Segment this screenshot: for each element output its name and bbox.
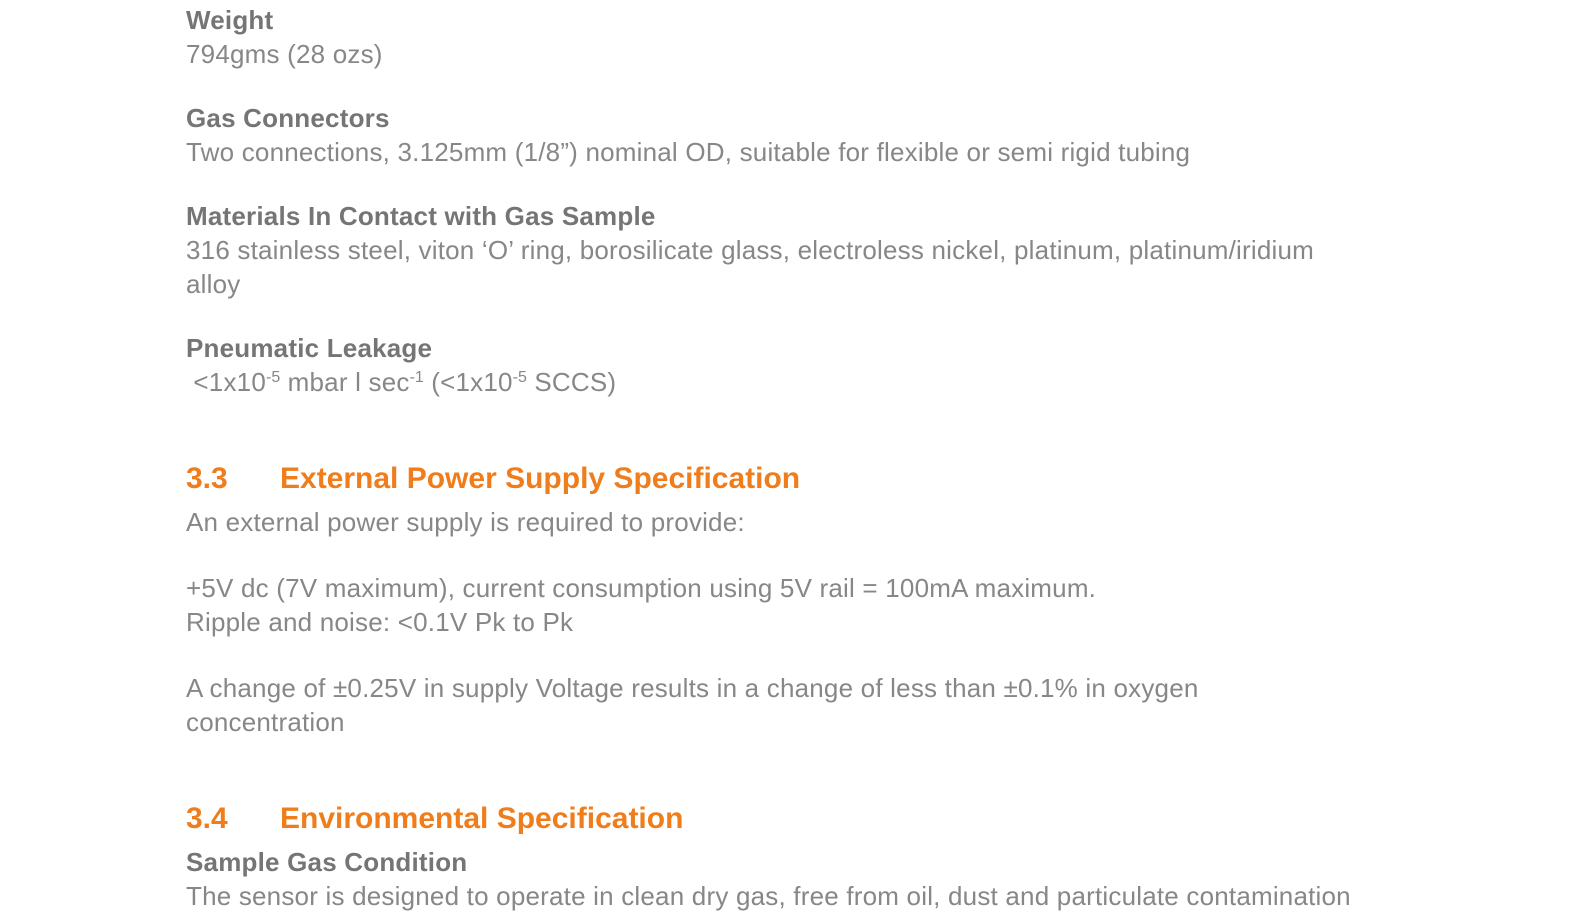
spec-label: Pneumatic Leakage — [186, 333, 433, 363]
document-page: Weight 794gms (28 ozs) Gas Connectors Two c… — [186, 0, 1546, 913]
spec-item: Pneumatic Leakage <1x10-5 mbar l sec-1 (… — [186, 331, 1546, 399]
spec-item: Sample Gas Condition The sensor is design… — [186, 845, 1546, 913]
spec-item: Materials In Contact with Gas Sample 316 … — [186, 199, 1546, 301]
text-line: Two connections, 3.125mm (1/8”) nominal … — [186, 137, 1191, 167]
section-title: Environmental Specification — [280, 802, 684, 835]
text-line: 316 stainless steel, viton ‘O’ ring, bor… — [186, 235, 1315, 265]
section-number: 3.3 — [186, 462, 228, 495]
superscript: -1 — [409, 369, 424, 386]
text-line: +5V dc (7V maximum), current consumption… — [186, 573, 1097, 603]
text-line: The sensor is designed to operate in cle… — [186, 881, 1351, 911]
superscript: -5 — [512, 369, 527, 386]
spec-item: Gas Connectors Two connections, 3.125mm (… — [186, 101, 1546, 169]
text-line: A change of ±0.25V in supply Voltage res… — [186, 673, 1199, 703]
text-line: concentration — [186, 707, 345, 737]
spec-label: Weight — [186, 5, 274, 35]
section-title: External Power Supply Specification — [280, 462, 801, 495]
text-line: Ripple and noise: <0.1V Pk to Pk — [186, 607, 574, 637]
spec-label: Sample Gas Condition — [186, 847, 468, 877]
spec-label: Gas Connectors — [186, 103, 390, 133]
section-number: 3.4 — [186, 802, 228, 835]
spec-label: Materials In Contact with Gas Sample — [186, 201, 656, 231]
paragraph: +5V dc (7V maximum), current consumption… — [186, 571, 1546, 639]
section-heading: 3.3 External Power Supply Specification — [186, 460, 1546, 498]
text-line: <1x10-5 mbar l sec-1 (<1x10-5 SCCS) — [186, 367, 617, 397]
section-heading: 3.4 Environmental Specification — [186, 800, 1546, 838]
text-line: 794gms (28 ozs) — [186, 39, 383, 69]
text-line: An external power supply is required to … — [186, 507, 745, 537]
paragraph: A change of ±0.25V in supply Voltage res… — [186, 671, 1546, 739]
superscript: -5 — [266, 369, 281, 386]
text-line: alloy — [186, 269, 241, 299]
spec-item: Weight 794gms (28 ozs) — [186, 3, 1546, 71]
paragraph: An external power supply is required to … — [186, 505, 1546, 539]
